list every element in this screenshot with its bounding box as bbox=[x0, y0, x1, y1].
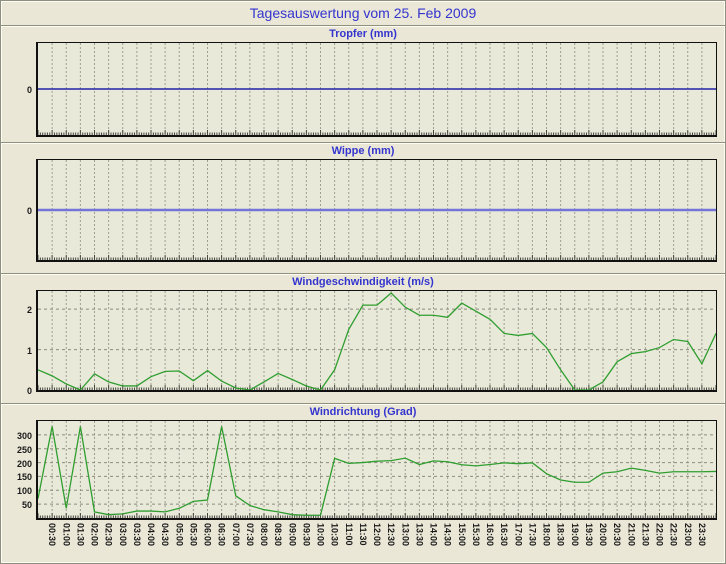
x-tick-label: 13:30 bbox=[414, 523, 425, 547]
chart-panel-wippe: Wippe (mm) 0 bbox=[1, 142, 725, 273]
x-tick-label: 16:00 bbox=[485, 523, 495, 547]
y-tick-label: 50 bbox=[21, 500, 32, 511]
x-tick-label: 19:00 bbox=[569, 523, 580, 547]
chart-panel-windgeschwindigkeit: Windgeschwindigkeit (m/s) 0 1 2 bbox=[1, 273, 725, 403]
x-tick-label: 05:00 bbox=[174, 523, 185, 547]
x-tick-label: 18:00 bbox=[541, 523, 552, 547]
y-tick-label: 100 bbox=[16, 486, 32, 497]
x-tick-label: 11:30 bbox=[357, 523, 368, 546]
y-tick-label: 0 bbox=[26, 85, 32, 95]
page-title: Tagesauswertung vom 25. Feb 2009 bbox=[249, 5, 477, 21]
x-tick-label: 06:30 bbox=[216, 523, 227, 547]
y-tick-label: 2 bbox=[26, 305, 32, 316]
y-tick-label: 300 bbox=[16, 430, 32, 441]
y-tick-label: 150 bbox=[16, 472, 32, 483]
x-tick-label: 20:00 bbox=[598, 523, 608, 547]
x-tick-label: 17:30 bbox=[527, 523, 538, 547]
y-axis-windrichtung: 50 100 150 200 250 300 bbox=[1, 420, 36, 520]
plot-area-windrichtung bbox=[36, 420, 717, 520]
chart-canvas bbox=[38, 291, 716, 390]
x-tick-label: 19:30 bbox=[583, 523, 594, 547]
y-tick-label: 1 bbox=[26, 345, 32, 356]
x-tick-label: 22:30 bbox=[668, 523, 679, 547]
plot-area-tropfer bbox=[36, 42, 717, 137]
x-tick-label: 16:30 bbox=[499, 523, 510, 547]
x-tick-label: 01:30 bbox=[75, 523, 86, 547]
x-tick-label: 08:30 bbox=[273, 523, 284, 547]
x-tick-label: 15:30 bbox=[470, 523, 481, 547]
x-tick-label: 07:30 bbox=[244, 523, 255, 547]
x-tick-label: 08:00 bbox=[259, 523, 269, 547]
x-tick-label: 12:00 bbox=[372, 523, 382, 547]
x-tick-label: 07:00 bbox=[230, 523, 241, 547]
x-tick-label: 23:30 bbox=[696, 523, 707, 547]
chart-title-windgeschwindigkeit: Windgeschwindigkeit (m/s) bbox=[292, 276, 434, 288]
x-tick-label: 21:00 bbox=[626, 523, 637, 547]
x-tick-label: 00:30 bbox=[47, 523, 58, 547]
x-tick-label: 21:30 bbox=[640, 523, 651, 547]
x-tick-label: 18:30 bbox=[555, 523, 566, 547]
x-tick-label: 02:00 bbox=[89, 523, 100, 547]
y-axis-tropfer: 0 bbox=[1, 42, 36, 137]
x-tick-label: 09:30 bbox=[301, 523, 312, 547]
x-tick-label: 20:30 bbox=[612, 523, 623, 547]
x-tick-label: 04:30 bbox=[160, 523, 171, 547]
x-tick-label: 01:00 bbox=[61, 523, 72, 547]
x-tick-label: 23:00 bbox=[682, 523, 693, 547]
chart-panel-windrichtung: Windrichtung (Grad) 50 100 150 200 250 300 00… bbox=[1, 403, 725, 563]
x-tick-label: 22:00 bbox=[654, 523, 665, 547]
chart-title-tropfer: Tropfer (mm) bbox=[329, 28, 397, 40]
x-tick-label: 05:30 bbox=[188, 523, 199, 547]
chart-canvas bbox=[38, 160, 716, 260]
x-tick-label: 02:30 bbox=[103, 523, 114, 547]
x-tick-label: 14:00 bbox=[428, 523, 439, 547]
y-axis-windgeschwindigkeit: 0 1 2 bbox=[1, 290, 36, 396]
data-series-line bbox=[38, 292, 716, 390]
chart-title-wippe: Wippe (mm) bbox=[331, 145, 395, 157]
x-tick-label: 13:00 bbox=[400, 523, 411, 547]
x-tick-label: 10:00 bbox=[315, 523, 326, 547]
plot-area-wippe bbox=[36, 159, 717, 262]
x-tick-label: 09:00 bbox=[287, 523, 298, 547]
chart-title-windrichtung: Windrichtung (Grad) bbox=[309, 406, 417, 418]
y-tick-label: 0 bbox=[26, 206, 32, 216]
x-tick-label: 03:00 bbox=[117, 523, 128, 547]
x-tick-label: 14:30 bbox=[442, 523, 453, 547]
chart-canvas bbox=[38, 43, 716, 135]
x-tick-label: 12:30 bbox=[386, 523, 397, 547]
y-tick-label: 0 bbox=[26, 386, 32, 396]
data-series-line bbox=[38, 426, 716, 516]
x-tick-label: 06:00 bbox=[202, 523, 213, 547]
chart-canvas bbox=[38, 421, 716, 518]
x-tick-label: 15:00 bbox=[456, 523, 467, 547]
x-tick-label: 17:00 bbox=[513, 523, 524, 547]
chart-panel-tropfer: Tropfer (mm) 0 bbox=[1, 25, 725, 142]
y-axis-wippe: 0 bbox=[1, 159, 36, 262]
x-tick-label: 11:00 bbox=[343, 523, 354, 546]
x-tick-label: 03:30 bbox=[131, 523, 142, 547]
time-axis-labels: 00:30 01:00 01:30 02:00 02:30 03:00 03:30 04:00… bbox=[1, 520, 725, 563]
plot-area-windgeschwindigkeit bbox=[36, 290, 717, 392]
x-tick-label: 10:30 bbox=[329, 523, 340, 547]
y-tick-label: 250 bbox=[16, 444, 32, 455]
x-tick-label: 04:00 bbox=[146, 523, 156, 547]
y-tick-label: 200 bbox=[16, 458, 32, 469]
